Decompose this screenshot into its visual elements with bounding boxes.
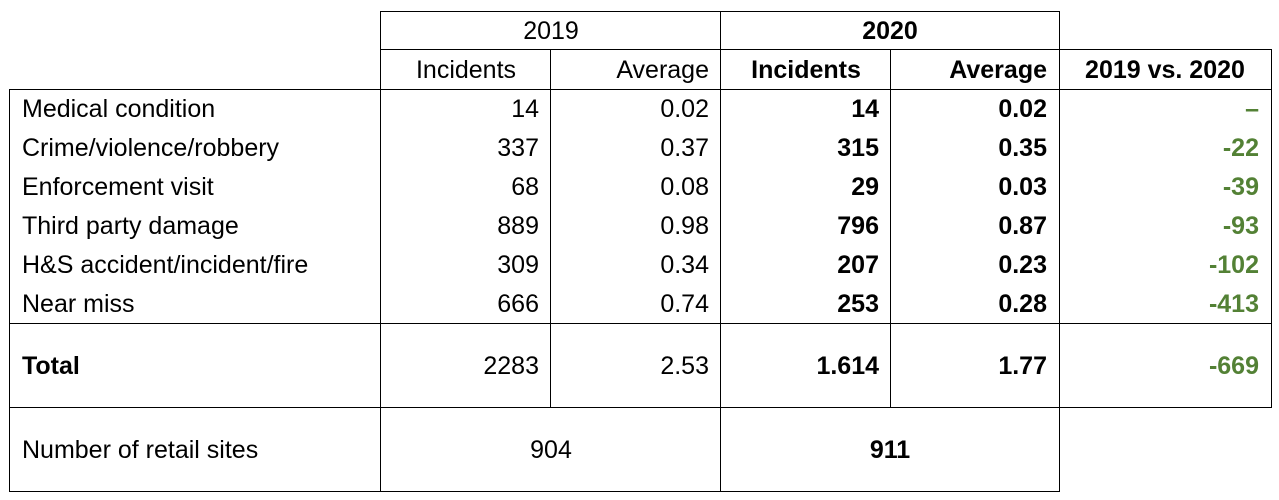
grid-line <box>1271 49 1272 408</box>
retail-sites-2020: 911 <box>869 435 911 464</box>
average-2019: 0.34 <box>660 251 709 279</box>
total-average-2020: 1.77 <box>998 351 1047 380</box>
average-2020: 0.28 <box>998 290 1047 318</box>
total-incidents-2020: 1.614 <box>816 351 879 380</box>
incidents-2019: 309 <box>497 251 539 279</box>
grid-line <box>550 49 551 408</box>
average-2020: 0.02 <box>998 95 1047 123</box>
header-change: 2019 vs. 2020 <box>1085 55 1245 84</box>
row-label: Near miss <box>22 290 135 318</box>
change-value: – <box>1245 95 1259 123</box>
header-average-2020: Average <box>949 55 1047 84</box>
grid-line <box>9 323 1272 324</box>
header-2020: 2020 <box>862 16 918 45</box>
incidents-2019: 68 <box>511 173 539 201</box>
change-value: -39 <box>1222 173 1259 201</box>
row-label: Crime/violence/robbery <box>22 134 280 162</box>
change-value: -413 <box>1208 290 1259 318</box>
change-value: -102 <box>1208 251 1259 279</box>
retail-sites-label: Number of retail sites <box>22 435 259 464</box>
row-label: Medical condition <box>22 95 216 123</box>
row-label: H&S accident/incident/fire <box>22 251 309 279</box>
row-label: Enforcement visit <box>22 173 214 201</box>
grid-line <box>380 11 381 492</box>
average-2020: 0.87 <box>998 212 1047 240</box>
average-2019: 0.74 <box>660 290 709 318</box>
grid-line <box>9 89 1272 90</box>
header-average-2019: Average <box>616 55 709 84</box>
header-incidents-2020: Incidents <box>751 55 861 84</box>
grid-line <box>9 89 10 492</box>
change-value: -93 <box>1222 212 1259 240</box>
average-2020: 0.03 <box>998 173 1047 201</box>
incidents-2019: 889 <box>497 212 539 240</box>
incidents-2020: 29 <box>851 173 879 201</box>
incidents-2020: 14 <box>851 95 879 123</box>
incidents-2020: 796 <box>837 212 879 240</box>
grid-line <box>9 491 1060 492</box>
incidents-2020: 207 <box>837 251 879 279</box>
average-2020: 0.35 <box>998 134 1047 162</box>
grid-line <box>720 11 721 492</box>
header-incidents-2019: Incidents <box>415 55 517 84</box>
total-change: -669 <box>1208 351 1259 380</box>
grid-line <box>380 49 1272 50</box>
grid-line <box>9 407 1272 408</box>
retail-sites-2019: 904 <box>530 435 572 464</box>
total-incidents-2019: 2283 <box>483 351 539 380</box>
average-2019: 0.02 <box>660 95 709 123</box>
incidents-2020: 315 <box>837 134 879 162</box>
total-label: Total <box>22 351 80 380</box>
total-average-2019: 2.53 <box>660 351 709 380</box>
average-2019: 0.08 <box>660 173 709 201</box>
grid-line <box>890 49 891 408</box>
incidents-2019: 666 <box>497 290 539 318</box>
average-2020: 0.23 <box>998 251 1047 279</box>
row-label: Third party damage <box>22 212 239 240</box>
average-2019: 0.37 <box>660 134 709 162</box>
incidents-2019: 14 <box>511 95 539 123</box>
change-value: -22 <box>1222 134 1259 162</box>
header-2019: 2019 <box>523 16 579 45</box>
average-2019: 0.98 <box>660 212 709 240</box>
grid-line <box>1059 11 1060 492</box>
incidents-2019: 337 <box>497 134 539 162</box>
incidents-2020: 253 <box>837 290 879 318</box>
